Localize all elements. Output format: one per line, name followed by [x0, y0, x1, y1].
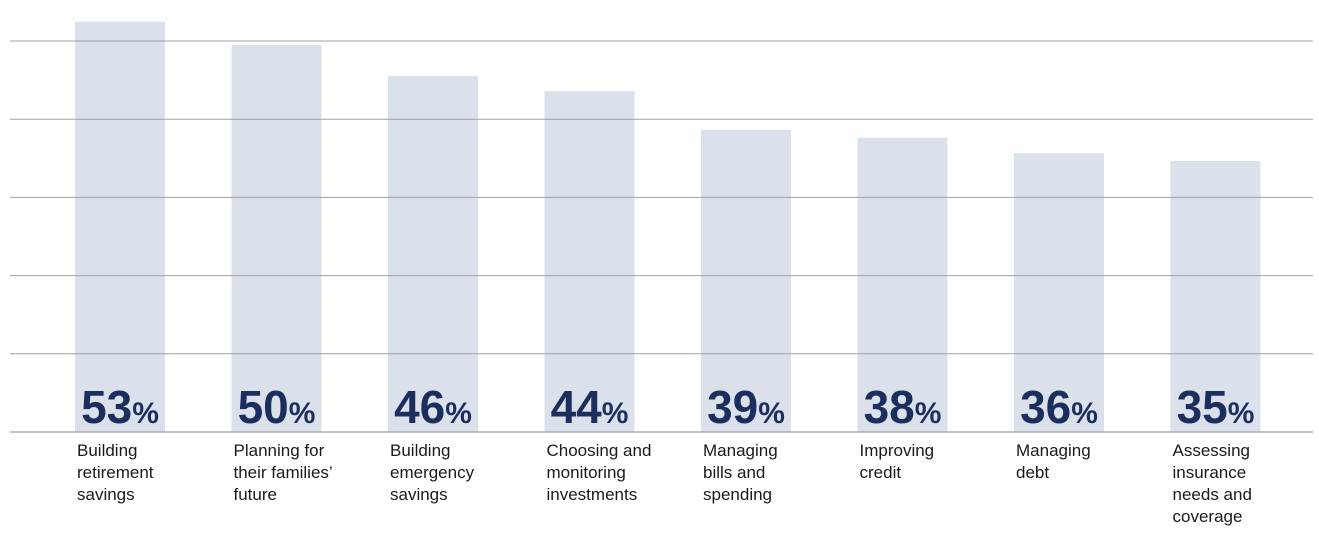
category-label-line: spending — [703, 485, 773, 504]
category-label-line: retirement — [77, 463, 154, 482]
category-label-line: needs and — [1172, 485, 1252, 504]
bar-value-label: 53% — [81, 381, 159, 433]
category-label-line: Building — [77, 441, 138, 460]
bar-value-label: 44% — [551, 381, 629, 433]
bar — [1170, 160, 1261, 432]
bar — [75, 21, 165, 432]
bar — [544, 91, 635, 433]
category-label-line: Managing — [1016, 441, 1091, 460]
bar-value-label: 50% — [238, 381, 316, 433]
category-label-line: emergency — [390, 463, 475, 482]
bar — [1014, 153, 1104, 432]
category-label: Planning for their families’ future — [234, 440, 364, 506]
category-label-line: debt — [1016, 463, 1050, 482]
bar-value-label: 46% — [394, 381, 472, 433]
category-label-line: insurance — [1172, 463, 1247, 482]
category-label-line: Building — [390, 441, 451, 460]
category-label-line: Managing — [703, 441, 778, 460]
bar — [388, 75, 478, 432]
category-label-line: Assessing — [1172, 441, 1250, 460]
category-label-line: their families’ — [233, 463, 333, 482]
category-label-line: coverage — [1172, 507, 1243, 526]
category-label: Managing bills and spending — [703, 440, 833, 506]
bar-value-label: 39% — [707, 381, 785, 433]
category-label-line: monitoring — [546, 463, 626, 482]
bar — [231, 44, 322, 433]
category-label: Assessing insurance needs and coverage — [1173, 440, 1303, 528]
category-label-line: investments — [546, 485, 638, 504]
category-label-line: savings — [390, 485, 448, 504]
category-label-line: Choosing and — [546, 441, 652, 460]
category-label-line: Planning for — [233, 441, 325, 460]
category-label: Managing debt — [1016, 440, 1146, 484]
category-label: Building retirement savings — [77, 440, 207, 506]
bar — [701, 130, 791, 432]
category-label: Choosing and monitoring investments — [547, 440, 677, 506]
bar-value-label: 35% — [1177, 381, 1255, 433]
bar — [857, 137, 948, 432]
category-label: Building emergency savings — [390, 440, 520, 506]
category-label-line: Improving — [859, 441, 935, 460]
category-label-line: future — [233, 485, 277, 504]
category-label: Improving credit — [860, 440, 990, 484]
bar-value-label: 36% — [1020, 381, 1098, 433]
category-label-line: credit — [859, 463, 902, 482]
category-label-line: bills and — [703, 463, 766, 482]
category-label-line: savings — [77, 485, 135, 504]
bar-value-label: 38% — [864, 381, 942, 433]
